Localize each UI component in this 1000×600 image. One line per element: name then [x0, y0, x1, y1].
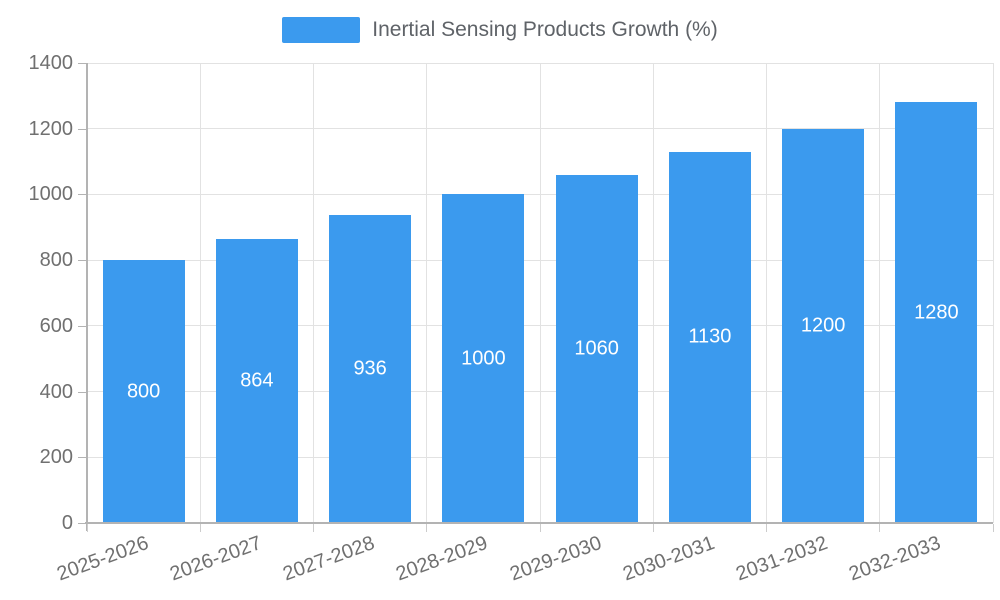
bar-value-label: 1130 — [688, 325, 732, 348]
x-axis-line — [85, 522, 993, 524]
y-axis-tick — [78, 391, 87, 393]
legend-label: Inertial Sensing Products Growth (%) — [372, 18, 718, 41]
gridline-v — [652, 63, 654, 523]
bar-value-label: 1000 — [461, 347, 506, 370]
y-axis-tick — [78, 128, 87, 130]
bar[interactable]: 1200 — [782, 128, 865, 523]
bar[interactable]: 1000 — [442, 194, 525, 523]
y-axis-tick-label: 1200 — [28, 117, 74, 140]
bar-value-label: 1280 — [914, 301, 959, 324]
y-axis-tick-label: 0 — [61, 512, 73, 534]
y-axis-tick-label: 1000 — [28, 183, 74, 206]
bar[interactable]: 1280 — [895, 102, 978, 523]
y-axis-tick-label: 400 — [39, 380, 73, 403]
x-axis-tick — [426, 524, 428, 532]
y-axis-tick-label: 800 — [39, 249, 73, 272]
legend-item[interactable]: Inertial Sensing Products Growth (%) — [0, 17, 1000, 43]
x-axis-tick — [879, 524, 881, 532]
bar[interactable]: 864 — [215, 239, 298, 523]
y-axis-tick — [78, 523, 87, 524]
gridline-v — [199, 63, 201, 523]
bar[interactable]: 936 — [329, 215, 412, 523]
bar-value-label: 1060 — [574, 337, 619, 360]
y-axis-line — [86, 63, 88, 531]
plot-area: 800 864 936 1000 1060 1130 1200 1280 0 200 400 600 8… — [29, 52, 994, 585]
y-axis-tick — [78, 325, 87, 327]
y-axis-tick — [78, 194, 87, 196]
x-axis-tick — [652, 524, 654, 532]
y-axis-tick — [78, 63, 87, 64]
y-axis-tick — [78, 457, 87, 459]
x-axis-tick — [313, 524, 314, 532]
bar-value-label: 800 — [126, 380, 161, 403]
y-axis-tick-label: 600 — [39, 314, 73, 337]
gridline-v — [539, 63, 541, 523]
bar-value-label: 1200 — [800, 314, 846, 337]
y-axis-tick-label: 200 — [39, 446, 73, 469]
x-axis-tick — [199, 524, 201, 532]
bar-value-label: 936 — [353, 357, 387, 380]
gridline-v — [992, 63, 994, 523]
x-axis-tick — [539, 524, 541, 532]
x-axis-tick — [86, 524, 88, 532]
y-axis-tick — [78, 260, 87, 262]
bar-value-label: 864 — [240, 369, 274, 392]
gridline-v — [426, 63, 428, 523]
x-axis-tick — [992, 524, 994, 532]
gridline-v — [766, 63, 767, 523]
bar[interactable]: 1130 — [668, 151, 751, 523]
x-axis-tick — [766, 524, 767, 532]
legend-swatch — [282, 17, 361, 43]
gridline-v — [879, 63, 881, 523]
gridline-v — [313, 63, 314, 523]
y-axis-tick-label: 1400 — [28, 52, 74, 74]
bar[interactable]: 800 — [102, 260, 185, 523]
bar[interactable]: 1060 — [555, 174, 638, 523]
